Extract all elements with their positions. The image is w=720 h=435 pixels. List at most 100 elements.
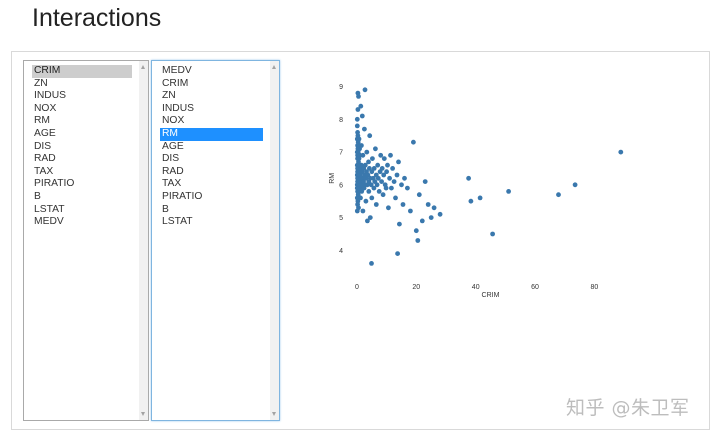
data-point [506, 189, 511, 194]
y-tick-label: 9 [339, 84, 343, 91]
data-point [419, 218, 425, 224]
y-axis-label: RM [329, 173, 336, 184]
data-point [408, 208, 413, 214]
x-variable-option-tax[interactable]: TAX [34, 165, 54, 177]
x-variable-option-piratio[interactable]: PIRATIO [34, 178, 75, 190]
data-point [381, 172, 387, 178]
data-point [375, 175, 381, 181]
data-point [396, 159, 401, 165]
y-variable-option-indus[interactable]: INDUS [162, 102, 195, 114]
data-point [379, 166, 385, 171]
data-point [362, 87, 368, 93]
data-point [355, 90, 361, 96]
data-point [373, 146, 378, 152]
data-point [362, 126, 367, 132]
data-point [358, 103, 364, 109]
data-point [371, 185, 377, 191]
data-point [355, 107, 361, 112]
y-variable-option-rm[interactable]: RM [160, 127, 263, 141]
x-tick-label: 20 [412, 284, 420, 291]
data-point [468, 198, 474, 204]
data-point [384, 169, 389, 175]
data-point [416, 192, 422, 198]
data-point [477, 195, 483, 201]
y-tick-label: 5 [339, 215, 343, 222]
y-variable-option-b[interactable]: B [162, 203, 169, 215]
data-point [368, 182, 374, 188]
data-point [425, 202, 431, 207]
data-point [359, 143, 364, 148]
x-variable-option-rad[interactable]: RAD [34, 153, 56, 165]
data-point [365, 172, 371, 178]
data-point [466, 175, 471, 181]
data-point [395, 251, 400, 256]
data-point [367, 215, 373, 221]
data-point [365, 218, 370, 224]
y-variable-option-nox[interactable]: NOX [162, 115, 185, 127]
x-variable-option-crim[interactable]: CRIM [32, 65, 132, 78]
x-variable-option-indus[interactable]: INDUS [34, 90, 67, 102]
data-point [369, 169, 375, 175]
x-variable-option-medv[interactable]: MEDV [34, 216, 64, 228]
x-variable-option-age[interactable]: AGE [34, 127, 56, 139]
y-variable-option-tax[interactable]: TAX [162, 178, 182, 190]
y-variable-option-medv[interactable]: MEDV [162, 65, 192, 76]
y-variable-option-crim[interactable]: CRIM [162, 77, 189, 89]
data-point [490, 231, 495, 237]
data-point [572, 182, 578, 188]
data-point [388, 152, 393, 158]
y-tick-label: 4 [339, 248, 343, 255]
y-variable-option-rad[interactable]: RAD [162, 165, 184, 177]
data-point [413, 228, 419, 234]
x-tick-label: 80 [591, 284, 599, 291]
data-point [400, 202, 406, 207]
y-variable-option-dis[interactable]: DIS [162, 153, 180, 165]
data-point [397, 221, 402, 227]
data-point [354, 123, 360, 129]
data-point [374, 182, 380, 188]
scroll-up-arrow-icon[interactable] [272, 65, 276, 69]
data-point [383, 185, 389, 191]
data-point [370, 156, 375, 162]
data-point [390, 166, 395, 171]
data-point [386, 205, 391, 211]
scroll-down-arrow-icon[interactable] [272, 412, 276, 416]
data-point [431, 205, 437, 211]
x-variable-option-nox[interactable]: NOX [34, 102, 57, 114]
y-variable-option-lstat[interactable]: LSTAT [162, 216, 193, 228]
scroll-up-arrow-icon[interactable] [141, 65, 145, 69]
x-variable-option-b[interactable]: B [34, 190, 41, 202]
x-variable-listbox[interactable]: CRIM ZN INDUS NOX RM AGE DIS RAD TAX PIRATIO B LSTA… [23, 60, 149, 421]
y-listbox-scrollbar[interactable] [270, 61, 279, 420]
x-tick-label: 0 [355, 284, 359, 291]
x-listbox-scrollbar[interactable] [139, 61, 148, 420]
x-axis-label: CRIM [482, 292, 500, 299]
x-variable-option-dis[interactable]: DIS [34, 140, 52, 152]
data-point [618, 149, 624, 155]
data-point [556, 192, 561, 198]
data-point [373, 202, 379, 207]
data-point [405, 185, 410, 191]
data-point [391, 179, 397, 185]
data-point [359, 113, 365, 119]
y-variable-option-zn[interactable]: ZN [162, 90, 176, 102]
y-variable-option-piratio[interactable]: PIRATIO [162, 190, 203, 202]
y-variable-listbox[interactable]: MEDV CRIM ZN INDUS NOX RM AGE DIS RAD TAX PIRATIO B… [151, 60, 280, 421]
data-point [367, 166, 372, 171]
data-point [375, 162, 381, 168]
x-variable-option-rm[interactable]: RM [34, 115, 51, 127]
data-point [354, 116, 360, 122]
data-point [394, 172, 400, 178]
data-point [356, 136, 362, 142]
data-point [371, 166, 377, 171]
data-point [369, 195, 375, 201]
x-variable-option-lstat[interactable]: LSTAT [34, 203, 65, 215]
data-point [363, 198, 369, 204]
scroll-down-arrow-icon[interactable] [141, 412, 145, 416]
data-point [360, 152, 366, 158]
data-point [362, 162, 368, 168]
y-variable-option-age[interactable]: AGE [162, 140, 184, 152]
y-tick-label: 7 [339, 150, 343, 157]
x-variable-option-zn[interactable]: ZN [34, 77, 48, 89]
data-point [422, 179, 428, 185]
